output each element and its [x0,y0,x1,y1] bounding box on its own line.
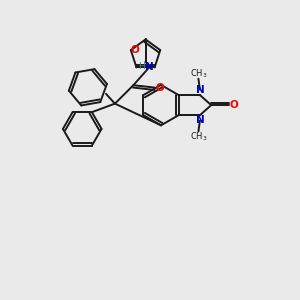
Text: O: O [230,100,239,110]
Text: N: N [196,115,204,125]
Text: O: O [130,44,139,55]
Text: CH$_3$: CH$_3$ [190,67,207,80]
Text: N: N [145,62,154,72]
Text: O: O [155,82,164,93]
Text: CH$_3$: CH$_3$ [190,131,207,143]
Text: N: N [196,85,204,95]
Text: H: H [138,62,145,71]
